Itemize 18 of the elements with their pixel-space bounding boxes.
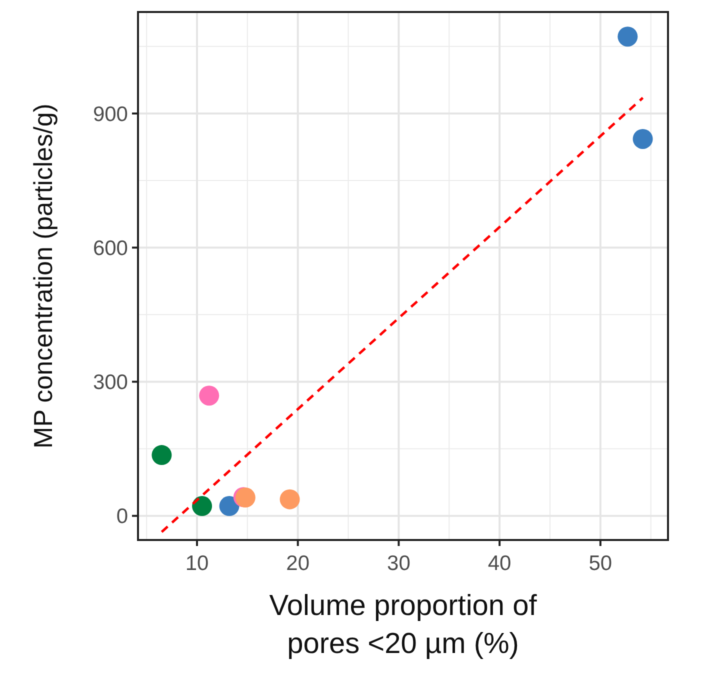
- point: [632, 128, 653, 149]
- x-tick-label: 30: [387, 552, 410, 575]
- y-tick-label: 0: [116, 505, 128, 528]
- point: [152, 445, 172, 466]
- x-tick-label: 40: [488, 552, 512, 575]
- point: [280, 489, 300, 510]
- point: [618, 26, 638, 47]
- y-tick-label: 900: [92, 102, 128, 126]
- y-axis-title: MP concentration (particles/g): [28, 104, 58, 448]
- x-tick-label: 10: [185, 552, 209, 575]
- y-tick-label: 300: [92, 371, 128, 394]
- x-tick-label: 20: [286, 552, 310, 575]
- y-tick-label: 600: [92, 236, 128, 260]
- point: [219, 496, 240, 516]
- point: [192, 496, 212, 516]
- x-axis-title: Volume proportion of pores <20 µm (%): [269, 590, 538, 660]
- point: [199, 386, 220, 406]
- x-tick-label: 50: [588, 552, 612, 575]
